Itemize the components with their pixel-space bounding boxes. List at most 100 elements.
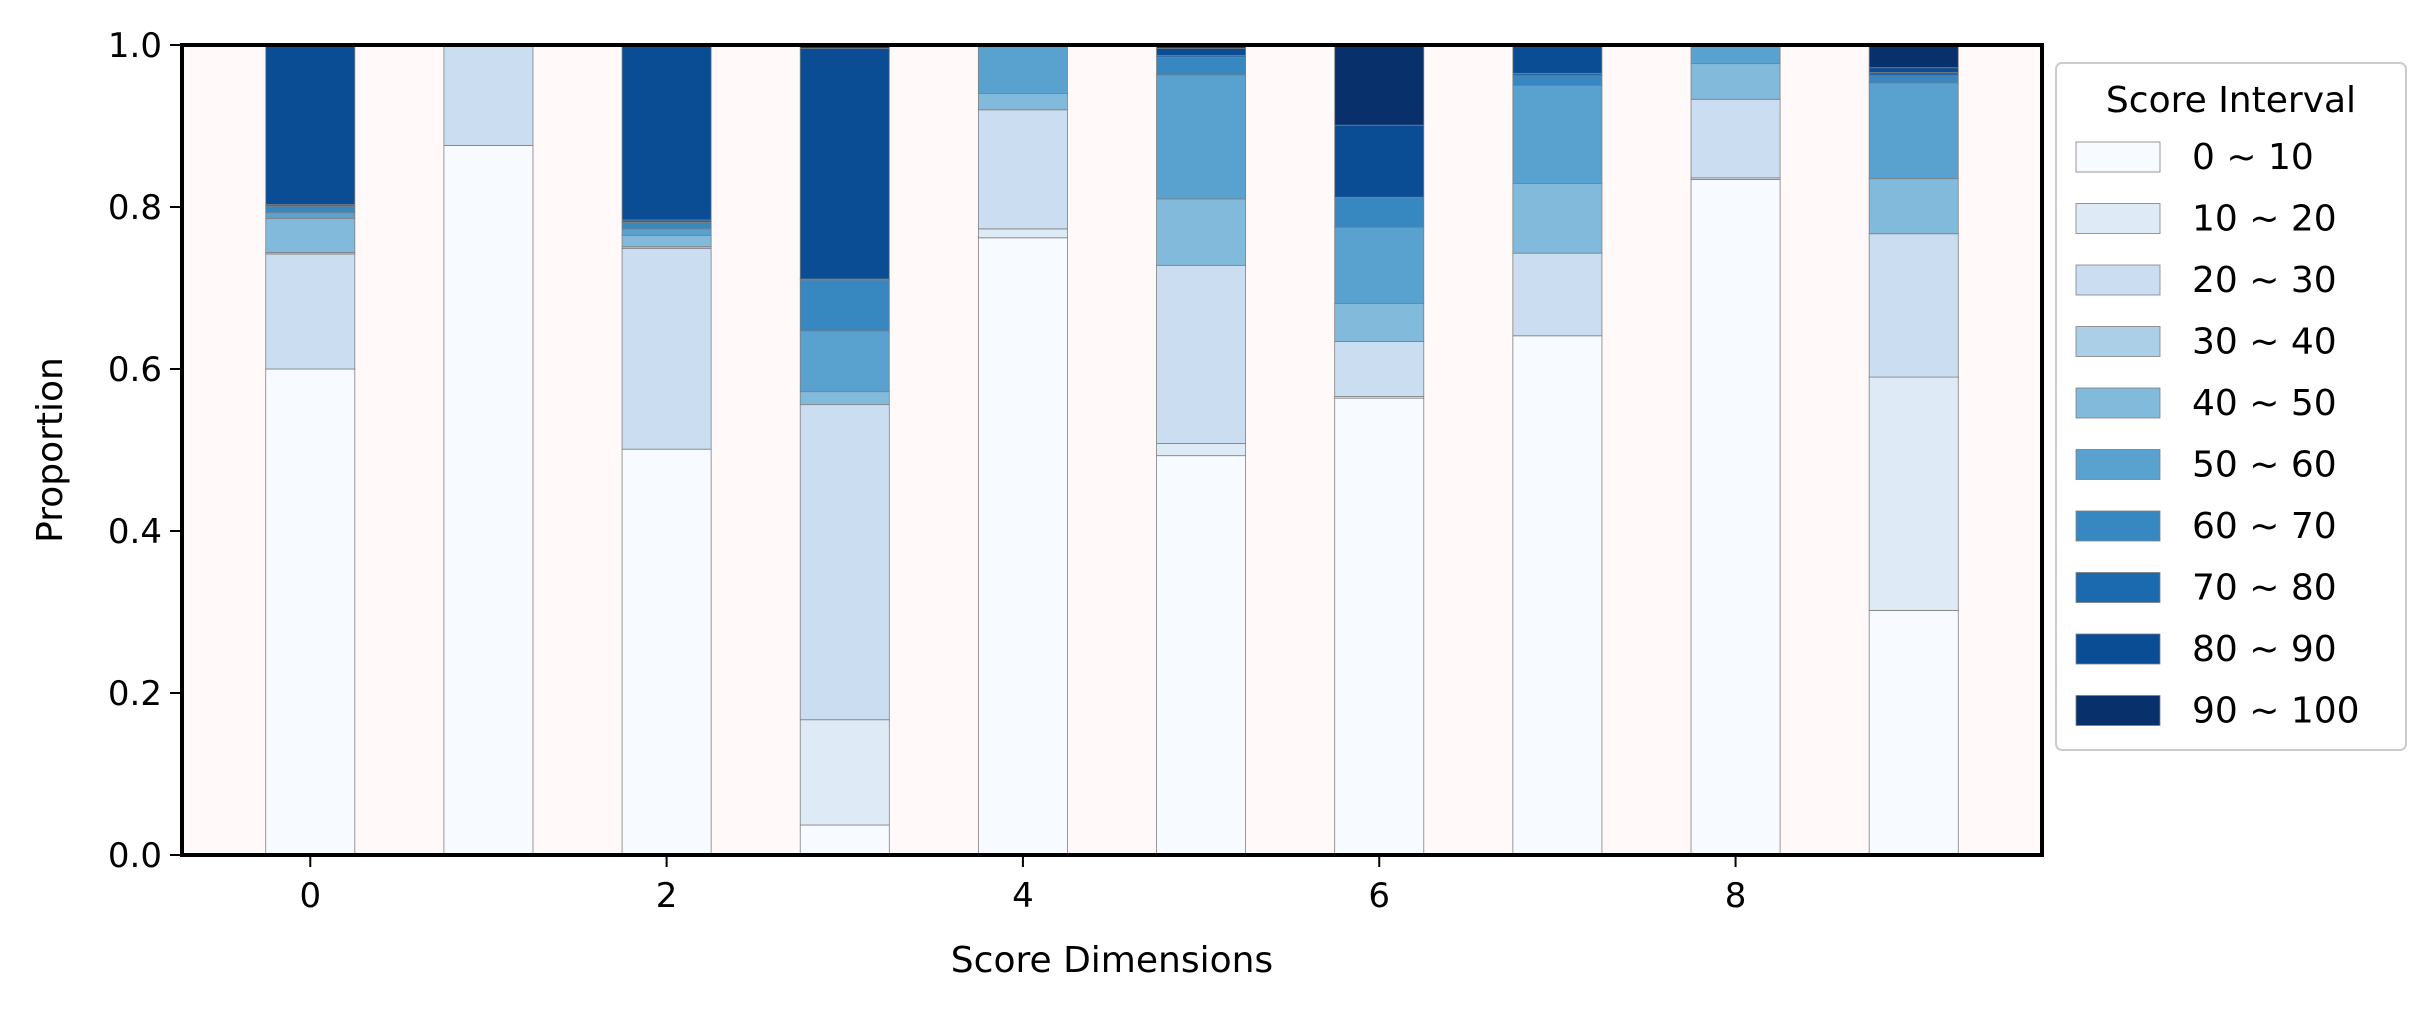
bar-segment-7-5	[1512, 85, 1603, 184]
legend-swatch-8	[2075, 633, 2161, 665]
legend-label-2: 20 ~ 30	[2192, 260, 2337, 301]
bar-segment-9-6	[1868, 75, 1959, 84]
bar-segment-2-4	[621, 234, 712, 248]
legend-items: 0 ~ 10 10 ~ 20 20 ~ 30 30 ~ 40 40 ~ 50 50 ~ 6…	[2075, 137, 2360, 732]
legend: Score Interval 0 ~ 10 10 ~ 20 20 ~ 30 30 ~ …	[2055, 62, 2407, 751]
bar-segment-0-6	[265, 205, 356, 214]
y-tick-label: 0.6	[108, 350, 162, 390]
x-tick-label: 0	[299, 876, 321, 916]
legend-label-3: 30 ~ 40	[2192, 322, 2337, 363]
bar-segment-6-4	[1334, 302, 1425, 342]
bar-segment-5-8	[1156, 47, 1247, 56]
y-tick-label: 1.0	[108, 26, 162, 66]
x-tick-label: 2	[656, 876, 678, 916]
bar-segment-0-8	[265, 44, 356, 205]
legend-title: Score Interval	[2106, 80, 2356, 121]
legend-swatch-7	[2075, 572, 2161, 603]
legend-swatch-0	[2075, 141, 2161, 173]
bar-segment-3-5	[799, 330, 890, 393]
bar-segment-0-5	[265, 212, 356, 219]
legend-label-1: 10 ~ 20	[2192, 199, 2337, 240]
bar-segment-5-5	[1156, 74, 1247, 200]
bar-segment-9-2	[1868, 233, 1959, 378]
x-tick-label: 8	[1725, 876, 1747, 916]
bar-segment-8-4	[1690, 63, 1781, 100]
bars-layer	[265, 44, 1959, 856]
bar-segment-6-9	[1334, 44, 1425, 126]
bar-segment-2-8	[621, 44, 712, 221]
bar-segment-9-9	[1868, 44, 1959, 69]
y-axis-ticks: 0.0 0.2 0.4 0.6 0.8 1.0	[108, 26, 182, 876]
legend-label-6: 60 ~ 70	[2192, 506, 2337, 547]
bar-segment-5-0	[1156, 455, 1247, 856]
legend-label-0: 0 ~ 10	[2192, 137, 2314, 178]
legend-swatch-2	[2075, 264, 2161, 296]
legend-swatch-5	[2075, 449, 2161, 480]
bar-segment-1-0	[443, 145, 534, 856]
bar-segment-4-1	[977, 228, 1068, 239]
bar-segment-5-4	[1156, 198, 1247, 266]
bar-segment-7-4	[1512, 183, 1603, 254]
bar-segment-9-0	[1868, 609, 1959, 856]
x-axis-ticks: 0 2 4 6 8	[299, 855, 1746, 916]
bar-segment-7-2	[1512, 252, 1603, 337]
bar-segment-9-5	[1868, 82, 1959, 180]
bar-segment-9-1	[1868, 376, 1959, 611]
bar-segment-6-2	[1334, 341, 1425, 397]
bar-segment-0-4	[265, 217, 356, 253]
y-tick-label: 0.4	[108, 512, 162, 552]
bar-segment-5-2	[1156, 264, 1247, 444]
bar-segment-6-8	[1334, 124, 1425, 198]
bar-segment-1-2	[443, 44, 534, 146]
bar-segment-4-4	[977, 93, 1068, 111]
bar-segment-3-2	[799, 404, 890, 721]
bar-segment-6-6	[1334, 196, 1425, 228]
x-tick-label: 6	[1368, 876, 1390, 916]
legend-label-7: 70 ~ 80	[2192, 568, 2337, 609]
bar-segment-8-2	[1690, 98, 1781, 179]
x-tick-label: 4	[1012, 876, 1034, 916]
legend-swatch-9	[2075, 695, 2161, 726]
bar-segment-9-4	[1868, 178, 1959, 235]
bar-segment-2-2	[621, 247, 712, 450]
legend-label-9: 90 ~ 100	[2192, 691, 2360, 732]
bar-segment-9-7	[1868, 72, 1959, 77]
bar-segment-8-5	[1690, 45, 1781, 65]
x-axis-label: Score Dimensions	[951, 940, 1273, 981]
legend-label-8: 80 ~ 90	[2192, 629, 2337, 670]
bar-segment-6-5	[1334, 226, 1425, 304]
bar-segment-3-0	[799, 824, 890, 856]
legend-swatch-4	[2075, 387, 2161, 419]
legend-label-5: 50 ~ 60	[2192, 445, 2337, 486]
bar-segment-4-2	[977, 109, 1068, 230]
y-tick-label: 0.2	[108, 674, 162, 714]
bar-segment-9-8	[1868, 67, 1959, 73]
y-axis-label: Proportion	[30, 357, 71, 543]
legend-label-4: 40 ~ 50	[2192, 383, 2337, 424]
y-tick-label: 0.8	[108, 188, 162, 228]
plot-frame	[180, 43, 2044, 857]
bar-segment-3-8	[799, 47, 890, 280]
bar-segment-2-5	[621, 228, 712, 236]
legend-swatch-3	[2075, 326, 2161, 357]
y-tick-label: 0.0	[108, 836, 162, 876]
bar-segment-7-0	[1512, 335, 1603, 856]
bar-segment-8-0	[1690, 179, 1781, 856]
legend-swatch-1	[2075, 203, 2161, 234]
bar-segment-3-6	[799, 279, 890, 332]
bar-segment-3-4	[799, 391, 890, 406]
bar-segment-2-6	[621, 221, 712, 230]
bar-segment-5-6	[1156, 56, 1247, 76]
bar-segment-2-0	[621, 448, 712, 856]
bar-segment-6-0	[1334, 397, 1425, 856]
bar-segment-7-6	[1512, 75, 1603, 86]
bar-segment-3-1	[799, 719, 890, 826]
bar-segment-4-0	[977, 237, 1068, 856]
bar-segment-0-0	[265, 368, 356, 856]
bar-segment-5-1	[1156, 443, 1247, 457]
bar-segment-0-2	[265, 253, 356, 370]
legend-swatch-6	[2075, 510, 2161, 542]
bar-segment-4-5	[977, 46, 1068, 94]
bar-segment-7-8	[1512, 46, 1603, 74]
